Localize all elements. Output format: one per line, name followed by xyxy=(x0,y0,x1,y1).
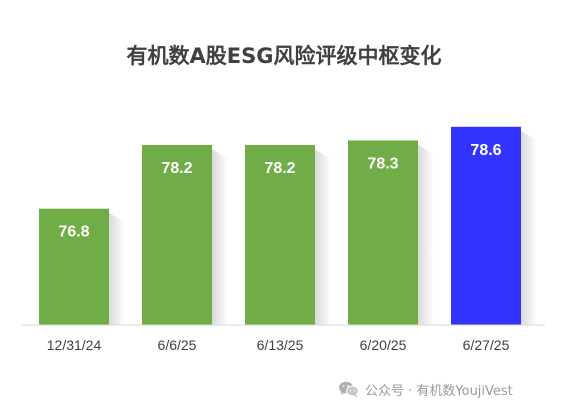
bar xyxy=(245,145,315,325)
bar xyxy=(348,140,418,325)
bar-shadow xyxy=(109,212,125,325)
x-tick-labels-group: 12/31/24 6/6/25 6/13/25 6/20/25 6/27/25 xyxy=(47,337,510,353)
bar-value-label: 76.8 xyxy=(58,224,89,241)
wechat-icon xyxy=(338,380,360,398)
bar-value-label: 78.6 xyxy=(470,142,501,159)
bar-shadow xyxy=(418,144,434,325)
x-tick-label: 6/6/25 xyxy=(158,337,197,353)
bar-value-label: 78.2 xyxy=(161,160,192,177)
bar xyxy=(39,208,109,325)
x-tick-label: 6/27/25 xyxy=(463,337,510,353)
bar-shadow xyxy=(212,149,228,325)
chart-title: 有机数A股ESG风险评级中枢变化 xyxy=(127,44,442,68)
x-tick-label: 6/13/25 xyxy=(257,337,304,353)
x-tick-label: 6/20/25 xyxy=(360,337,407,353)
x-tick-label: 12/31/24 xyxy=(47,337,102,353)
watermark: 公众号 · 有机数YoujiVest xyxy=(338,378,513,400)
bar-value-label: 78.2 xyxy=(264,160,295,177)
bars-group xyxy=(39,126,521,325)
bar-value-label: 78.3 xyxy=(367,155,398,172)
watermark-text: 公众号 · 有机数YoujiVest xyxy=(365,383,513,399)
bar-shadows xyxy=(109,130,537,325)
bar xyxy=(451,126,521,325)
bar-shadow xyxy=(521,130,537,325)
bar-shadow xyxy=(315,149,331,325)
data-labels-group: 76.8 78.2 78.2 78.3 78.6 xyxy=(58,142,501,241)
bar xyxy=(142,145,212,325)
